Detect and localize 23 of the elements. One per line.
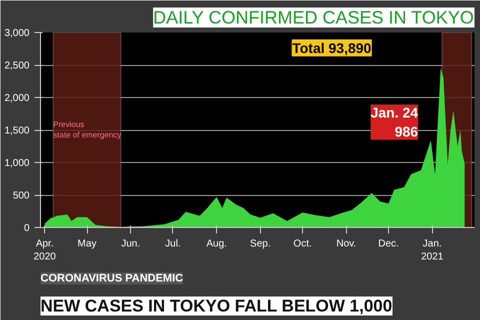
y-tick-label: 1,000	[4, 158, 30, 169]
y-tick-label: 2,500	[4, 60, 30, 72]
x-tick-label: Sep.	[250, 238, 271, 250]
annotation: Jan. 24 986	[370, 104, 418, 140]
band-label: Previous state of emergency	[53, 120, 122, 140]
x-tick-label: Aug.	[206, 238, 227, 250]
text: CORONAVIRUS PANDEMIC	[40, 272, 184, 284]
x-tick-label: Dec.	[378, 238, 399, 250]
text: NEW CASES IN TOKYO FALL BELOW 1,000	[40, 296, 392, 316]
x-tick-label: Oct.	[293, 238, 312, 250]
x-tick-label: Jul.	[165, 238, 181, 250]
x-tick-label: Nov.	[336, 238, 356, 250]
annotation: Total 93,890	[292, 40, 372, 56]
x-tick-label: Apr. 2020	[34, 238, 56, 263]
y-tick-label: 0	[24, 223, 30, 234]
x-tick-label: May	[78, 238, 96, 250]
x-tick-label: Jun.	[121, 238, 140, 250]
y-tick-label: 1,500	[4, 126, 30, 136]
x-tick-label: Jan. 2021	[421, 238, 444, 263]
y-tick-label: 500	[12, 190, 30, 202]
chart-title: DAILY CONFIRMED CASES IN TOKYO	[153, 8, 474, 28]
y-tick-label: 2,000	[4, 93, 30, 104]
y-tick-label: 3,000	[4, 28, 30, 39]
